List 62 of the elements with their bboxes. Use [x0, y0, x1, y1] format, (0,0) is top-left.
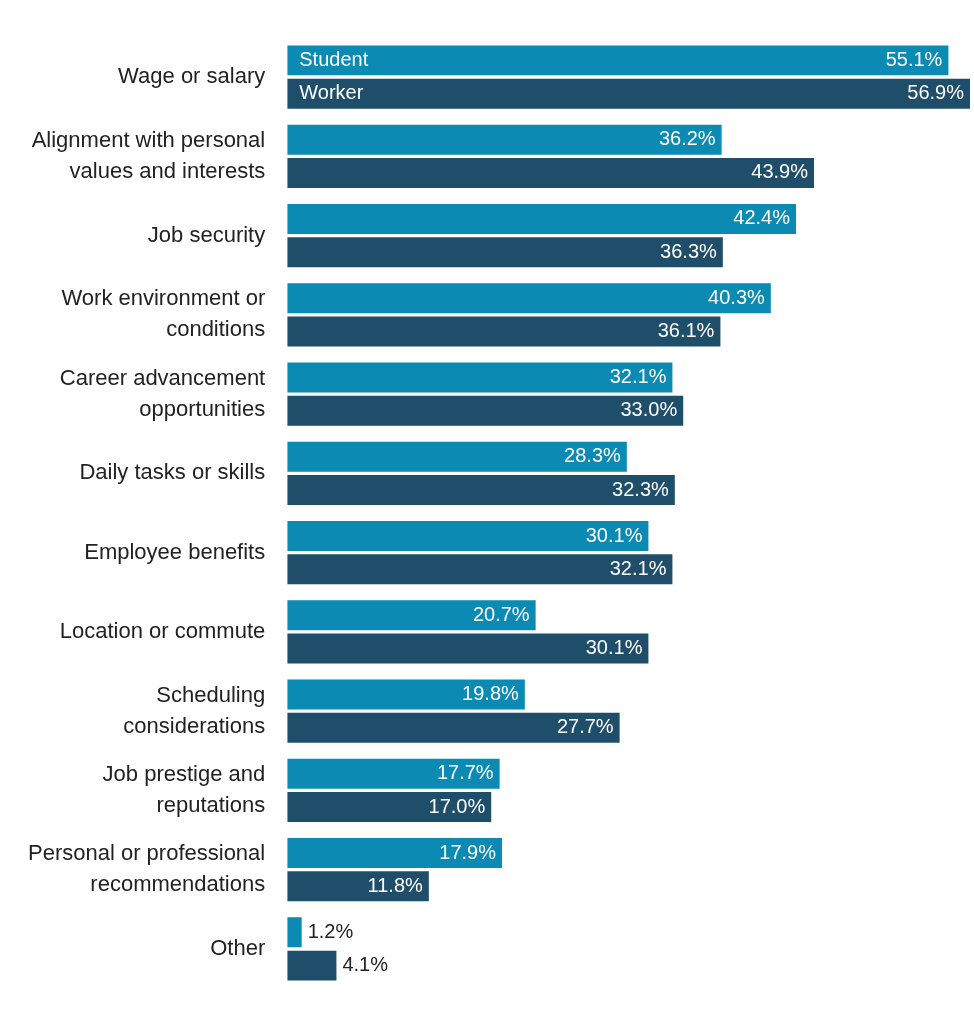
- y-tick-label: Job security: [147, 221, 266, 247]
- bar: [287, 157, 815, 188]
- data-label: 17.9%: [439, 840, 497, 863]
- data-label: 30.1%: [585, 636, 643, 659]
- data-label: 36.1%: [657, 318, 715, 341]
- data-label: 32.1%: [609, 364, 667, 387]
- data-label: 1.2%: [307, 919, 354, 942]
- data-label: 20.7%: [472, 602, 530, 625]
- data-label: 17.0%: [428, 794, 486, 817]
- series-label: Student: [299, 47, 369, 70]
- y-tick-label: Other: [210, 935, 266, 961]
- data-label: 40.3%: [708, 285, 766, 308]
- series-label: Worker: [299, 81, 364, 104]
- data-label: 17.7%: [436, 761, 494, 784]
- y-tick-label: Personal or professional recommendations: [27, 840, 266, 897]
- bar: [287, 838, 503, 869]
- bar: [287, 283, 771, 314]
- data-label: 32.3%: [612, 477, 670, 500]
- y-tick-label: Alignment with personal values and interests: [31, 126, 266, 183]
- bar: [287, 871, 429, 902]
- bar: [287, 362, 673, 393]
- data-label: 32.1%: [609, 556, 667, 579]
- y-tick-label: Employee benefits: [84, 538, 266, 564]
- bar: [287, 395, 684, 426]
- bar: [287, 679, 525, 710]
- bar: [287, 712, 620, 743]
- y-tick-label: Location or commute: [59, 617, 266, 643]
- bar: [287, 950, 337, 981]
- y-tick-label: Career advancement opportunities: [59, 364, 266, 421]
- data-label: 56.9%: [907, 81, 965, 104]
- y-tick-label: Wage or salary: [118, 63, 266, 89]
- bar: [287, 475, 675, 505]
- y-tick-label: Job prestige and reputations: [102, 761, 266, 817]
- y-tick-label: Work environment or conditions: [61, 285, 266, 342]
- bar: [287, 316, 721, 347]
- data-label: 30.1%: [585, 523, 643, 546]
- bar: [287, 600, 536, 631]
- data-label: 43.9%: [751, 160, 809, 183]
- bar: [287, 237, 723, 268]
- data-label: 27.7%: [556, 715, 614, 738]
- data-label: 55.1%: [885, 47, 943, 70]
- bar: [287, 792, 492, 823]
- bar: [287, 917, 302, 948]
- bar: [287, 758, 500, 789]
- bar: [287, 521, 649, 551]
- bar: [287, 124, 722, 155]
- data-label: 36.3%: [660, 239, 718, 262]
- data-label: 28.3%: [564, 444, 622, 467]
- data-label: 36.2%: [658, 127, 716, 150]
- data-label: 4.1%: [342, 953, 389, 976]
- y-tick-label: Scheduling considerations: [123, 681, 266, 738]
- data-label: 19.8%: [462, 682, 520, 705]
- bar: [287, 554, 673, 585]
- data-label: 33.0%: [620, 398, 678, 421]
- data-label: 11.8%: [367, 873, 424, 896]
- bar: [287, 633, 649, 664]
- data-label: 42.4%: [733, 206, 791, 229]
- y-tick-label: Daily tasks or skills: [79, 459, 266, 485]
- bar: [287, 441, 627, 472]
- bar: [287, 78, 970, 109]
- bar: [287, 45, 949, 76]
- bar: [287, 203, 797, 234]
